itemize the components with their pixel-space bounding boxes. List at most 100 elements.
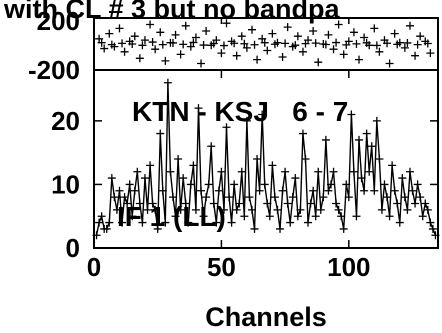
amplitude-point-32	[174, 155, 183, 163]
phase-point-s1-4	[138, 41, 147, 50]
amplitude-point-132	[428, 224, 437, 233]
amplitude-point-107	[365, 167, 374, 176]
amplitude-point-120	[398, 174, 407, 183]
phase-point-s1-2	[118, 39, 127, 48]
amplitude-point-113	[380, 180, 389, 189]
amplitude-point-117	[390, 186, 399, 195]
phase-point-s1-14	[240, 39, 249, 48]
amplitude-point-34	[179, 174, 188, 183]
phase-axis-ticks	[93, 18, 350, 24]
x-tick-label-1: 50	[207, 252, 236, 282]
amplitude-points	[92, 78, 440, 240]
amplitude-point-18	[138, 218, 147, 227]
phase-point-s0-7	[130, 32, 139, 41]
amplitude-point-65	[258, 110, 267, 119]
amplitude-point-53	[227, 218, 236, 227]
phase-point-s1-21	[311, 39, 320, 48]
phase-point-s1-25	[352, 39, 361, 48]
phase-point-s0-34	[268, 29, 277, 38]
amplitude-x-tick-labels: 0 50 100	[87, 252, 371, 282]
phase-point-s1-8	[179, 40, 188, 49]
amplitude-point-29	[166, 167, 175, 176]
phase-point-s0-42	[309, 27, 318, 35]
amplitude-point-129	[421, 199, 430, 208]
amplitude-point-48	[214, 186, 223, 195]
phase-point-s0-33	[263, 46, 272, 55]
amplitude-point-37	[186, 180, 195, 189]
phase-point-s1-16	[260, 38, 269, 47]
amplitude-point-21	[146, 161, 155, 170]
phase-point-s1-22	[321, 40, 330, 49]
amplitude-point-15	[130, 186, 139, 195]
phase-point-s1-23	[332, 38, 341, 47]
amplitude-point-88	[316, 205, 325, 214]
amplitude-point-20	[143, 205, 152, 214]
amplitude-point-115	[385, 212, 394, 221]
amplitude-point-28	[163, 78, 172, 87]
phase-point-s1-1	[107, 40, 116, 49]
amplitude-point-108	[367, 142, 376, 151]
amplitude-point-10	[118, 218, 127, 227]
phase-point-s1-10	[199, 41, 208, 50]
amplitude-point-62	[250, 224, 259, 233]
amplitude-y-tick-labels: 0 10 20	[51, 106, 80, 263]
phase-point-s0-46	[329, 45, 338, 54]
phase-point-s1-0	[97, 38, 106, 47]
phase-point-s0-20	[197, 59, 206, 68]
phase-point-s1-29	[393, 40, 402, 49]
amplitude-point-36	[184, 218, 193, 227]
amplitude-point-33	[176, 205, 185, 214]
phase-point-s0-1	[100, 44, 109, 53]
amplitude-point-80	[296, 205, 305, 214]
amplitude-point-1	[95, 218, 104, 227]
phase-point-s0-50	[349, 28, 358, 37]
amplitude-point-72	[276, 224, 285, 233]
amplitude-point-90	[321, 135, 330, 144]
chart-title: r with CL # 3 but no bandpa	[0, 0, 340, 24]
phase-point-s0-21	[202, 27, 211, 35]
amplitude-point-87	[314, 167, 323, 176]
y-tick-label-2: 20	[51, 106, 80, 136]
phase-points	[95, 19, 435, 68]
amplitude-point-11	[120, 193, 129, 202]
amplitude-point-26	[158, 186, 167, 195]
phase-point-s0-8	[135, 54, 144, 63]
amplitude-point-97	[339, 224, 348, 233]
phase-point-s0-10	[146, 20, 155, 29]
phase-point-s0-43	[314, 58, 323, 67]
phase-point-s1-19	[291, 41, 300, 50]
phase-point-s0-5	[120, 47, 129, 56]
amplitude-point-93	[329, 167, 338, 176]
amplitude-point-60	[245, 193, 254, 202]
amplitude-panel: 0 10 20 0 50 100 KTN - KSJ 6 - 7 IF 1 (LL) C…	[51, 69, 440, 332]
amplitude-point-47	[212, 218, 221, 227]
amplitude-point-122	[403, 205, 412, 214]
phase-point-s0-47	[334, 20, 343, 29]
amplitude-point-12	[123, 199, 132, 208]
amplitude-point-8	[112, 205, 121, 214]
phase-point-s0-11	[151, 45, 160, 54]
phase-point-s1-28	[383, 39, 392, 48]
if-annotation: IF 1 (LL)	[117, 201, 226, 232]
amplitude-point-41	[197, 186, 206, 195]
amplitude-point-0	[92, 231, 101, 240]
amplitude-point-75	[283, 199, 292, 208]
amplitude-point-58	[240, 212, 249, 221]
phase-point-s1-26	[362, 38, 371, 47]
amplitude-point-106	[362, 129, 371, 138]
phase-point-s0-58	[390, 29, 399, 38]
phase-point-s0-12	[156, 28, 165, 37]
amplitude-point-81	[298, 129, 307, 138]
phase-point-s1-32	[423, 39, 432, 48]
phase-point-s0-48	[339, 50, 348, 59]
phase-y-tick-bottom: -200	[28, 55, 80, 85]
phase-point-s0-18	[186, 42, 195, 51]
amplitude-point-103	[355, 135, 364, 144]
x-tick-label-2: 100	[327, 252, 370, 282]
amplitude-point-13	[125, 180, 134, 189]
phase-point-s1-9	[189, 38, 198, 47]
phase-point-s0-45	[324, 30, 333, 39]
baseline-annotation: KTN - KSJ 6 - 7	[132, 96, 348, 127]
amplitude-point-22	[148, 199, 157, 208]
y-tick-label-1: 10	[51, 169, 80, 199]
